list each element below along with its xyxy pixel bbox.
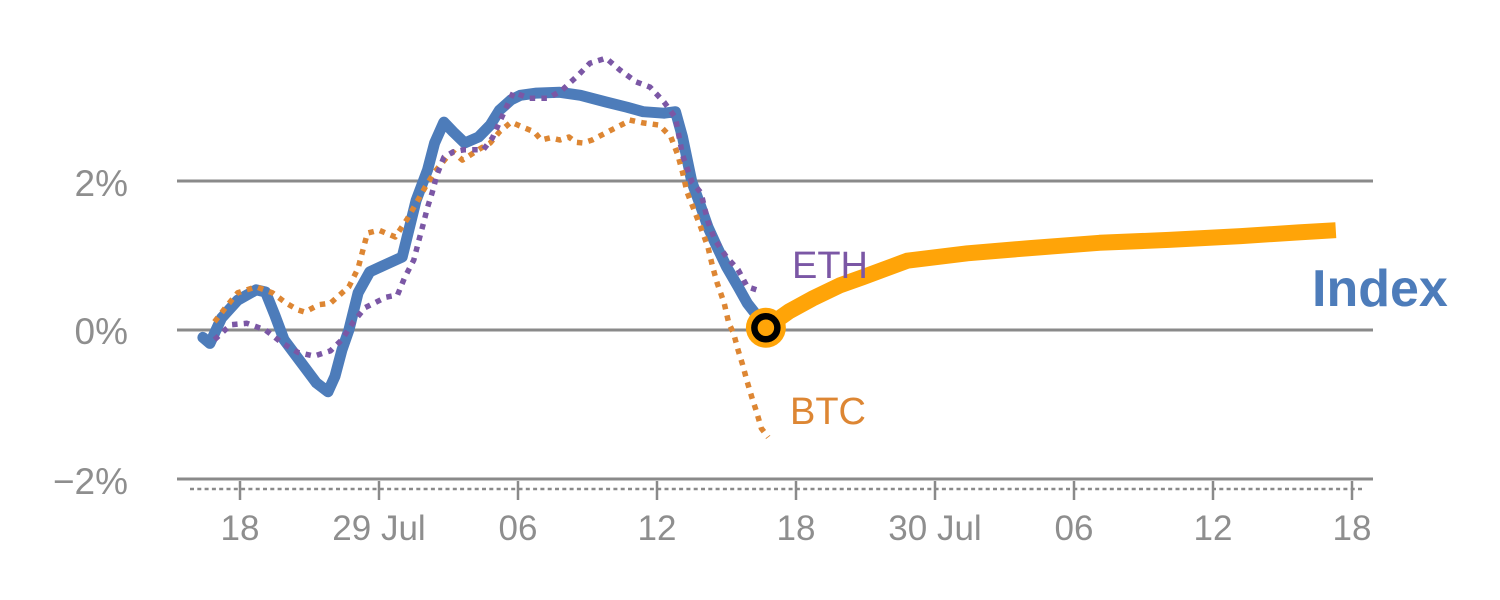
series-line-index	[197, 86, 772, 398]
x-tick-label: 06	[1055, 509, 1094, 548]
y-tick-label-minus2pct: −2%	[53, 461, 128, 502]
x-axis: 18 29 Jul 06 12 18 30 Jul 06 12 18	[190, 481, 1371, 548]
series-label-eth: ETH	[792, 245, 868, 287]
x-tick-label: 30 Jul	[888, 509, 981, 548]
y-axis-labels: 2% 0% −2%	[53, 163, 128, 502]
x-tick-label: 18	[1333, 509, 1372, 548]
x-tick-label: 29 Jul	[332, 509, 425, 548]
series-label-btc: BTC	[790, 391, 866, 433]
series-label-index: Index	[1312, 260, 1448, 318]
y-tick-label-2pct: 2%	[75, 163, 128, 204]
series-line-index-forecast	[761, 222, 1337, 335]
y-tick-label-0pct: 0%	[75, 311, 128, 352]
x-tick-label: 18	[221, 509, 260, 548]
x-tick-label: 18	[777, 509, 816, 548]
marker-ring	[751, 313, 781, 343]
x-tick-label: 12	[638, 509, 677, 548]
x-tick-label: 12	[1194, 509, 1233, 548]
series-line-btc	[212, 117, 771, 439]
series-lines	[197, 55, 1337, 439]
x-tick-label: 06	[499, 509, 538, 548]
current-point-marker	[745, 307, 786, 348]
series-labels: ETH BTC Index	[790, 245, 1448, 433]
series-line-eth	[212, 55, 758, 359]
